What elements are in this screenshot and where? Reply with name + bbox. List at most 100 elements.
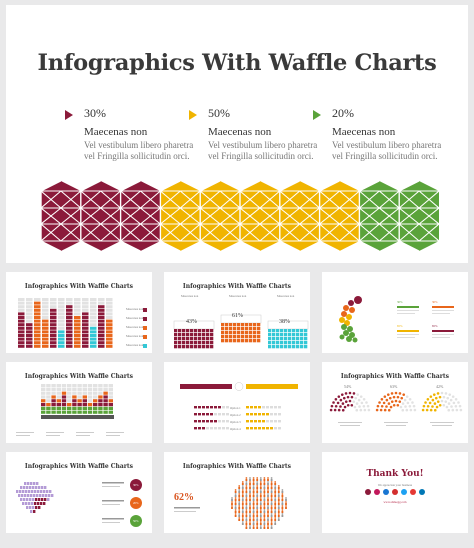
waffle-dot bbox=[450, 405, 453, 408]
waffle-cell bbox=[280, 337, 284, 341]
percent-label: 43% bbox=[186, 319, 197, 325]
dot-cell bbox=[206, 427, 209, 430]
waffle-cell bbox=[174, 333, 178, 337]
waffle-cell bbox=[18, 341, 25, 345]
map-cell bbox=[38, 498, 41, 501]
main-slide-preview[interactable]: Infographics With Waffle Charts 30% Maec… bbox=[6, 5, 468, 263]
person-body bbox=[234, 499, 237, 501]
waffle-cell bbox=[41, 391, 46, 395]
waffle-dot bbox=[348, 399, 352, 403]
waffle-cell bbox=[42, 341, 49, 345]
waffle-cell bbox=[67, 387, 72, 391]
percent-label: 30% bbox=[133, 483, 139, 487]
waffle-cell bbox=[82, 298, 89, 301]
waffle-cell bbox=[66, 319, 73, 323]
waffle-cell bbox=[186, 341, 190, 345]
person-head bbox=[277, 517, 280, 519]
thumbnail-slide-5[interactable]: Option 1 Option 2 Option 3 Option 4 bbox=[164, 362, 310, 443]
person-body bbox=[256, 491, 259, 493]
waffle-dot bbox=[355, 408, 359, 412]
person-body bbox=[263, 515, 266, 517]
text-line bbox=[102, 518, 124, 520]
dot-cell bbox=[246, 420, 249, 423]
dot-cell bbox=[214, 406, 217, 409]
waffle-cell bbox=[77, 410, 82, 414]
waffle-cell bbox=[190, 345, 194, 349]
thumbnail-slide-6[interactable]: Infographics With Waffle Charts 54% 63% … bbox=[322, 362, 468, 443]
person-head bbox=[234, 505, 237, 507]
waffle-cell bbox=[210, 341, 214, 345]
waffle-cell bbox=[58, 305, 65, 309]
person-head bbox=[245, 509, 248, 511]
waffle-cell bbox=[210, 337, 214, 341]
waffle-cell bbox=[67, 403, 72, 407]
dot-cell bbox=[262, 406, 265, 409]
waffle-cell bbox=[178, 345, 182, 349]
waffle-dot bbox=[447, 402, 451, 405]
waffle-cell bbox=[42, 308, 49, 312]
map-cell bbox=[26, 486, 29, 489]
waffle-cell bbox=[98, 334, 105, 337]
waffle-cell bbox=[42, 301, 49, 305]
waffle-cell bbox=[56, 387, 61, 391]
waffle-cell bbox=[18, 298, 25, 301]
waffle-cell bbox=[225, 339, 229, 343]
waffle-dot bbox=[447, 408, 451, 412]
waffle-cell bbox=[186, 345, 190, 349]
person-body bbox=[281, 499, 284, 501]
waffle-cell bbox=[18, 344, 25, 348]
waffle-cell bbox=[249, 323, 253, 327]
thumbnail-slide-8[interactable]: Infographics With Waffle Charts 62% bbox=[164, 452, 310, 533]
person-body bbox=[263, 491, 266, 493]
waffle-cell bbox=[233, 323, 237, 327]
grid-line bbox=[279, 240, 300, 251]
waffle-cell bbox=[202, 345, 206, 349]
grid-line bbox=[199, 223, 221, 242]
waffle-dot bbox=[444, 392, 448, 395]
waffle-cell bbox=[300, 341, 304, 345]
waffle-cell bbox=[34, 334, 41, 337]
person-head bbox=[267, 501, 269, 503]
grid-line bbox=[80, 190, 102, 209]
waffle-cell bbox=[82, 316, 89, 319]
website-link[interactable]: www.slideegg.com bbox=[383, 500, 407, 504]
waffle-cell bbox=[241, 339, 245, 343]
waffle-cell bbox=[51, 384, 56, 388]
text-line bbox=[174, 507, 200, 509]
waffle-cell bbox=[74, 319, 81, 323]
thumbnail-slide-9[interactable]: Thank You! We appreciate your business w… bbox=[322, 452, 468, 533]
waffle-cell bbox=[229, 335, 233, 339]
waffle-cell bbox=[276, 341, 280, 345]
person-head bbox=[245, 481, 248, 483]
text-line bbox=[106, 432, 124, 433]
waffle-cell bbox=[288, 337, 292, 341]
waffle-cell bbox=[56, 399, 61, 403]
person-body bbox=[259, 519, 262, 521]
thumbnail-slide-7[interactable]: Infographics With Waffle Charts 30% 20% … bbox=[6, 452, 152, 533]
waffle-cell bbox=[221, 339, 225, 343]
thumbnail-slide-1[interactable]: Infographics With Waffle Charts Maecenas… bbox=[6, 272, 152, 353]
waffle-cell bbox=[66, 316, 73, 319]
waffle-cell bbox=[50, 312, 57, 316]
text-line bbox=[46, 432, 64, 433]
person-head bbox=[252, 477, 255, 479]
thumbnail-slide-2[interactable]: Infographics With Waffle Charts Maecenas… bbox=[164, 272, 310, 353]
person-head bbox=[256, 525, 259, 527]
waffle-cell bbox=[42, 298, 49, 301]
person-head bbox=[263, 509, 266, 511]
waffle-cell bbox=[82, 395, 87, 399]
dot-cell bbox=[278, 420, 281, 423]
waffle-cell bbox=[106, 323, 113, 327]
thumbnail-slide-3[interactable]: 30% 30% 65% 65% bbox=[322, 272, 468, 353]
waffle-cell bbox=[67, 395, 72, 399]
waffle-cell bbox=[98, 341, 105, 345]
percent-label: 65% bbox=[397, 324, 403, 328]
person-body bbox=[252, 491, 255, 493]
waffle-cell bbox=[58, 330, 65, 334]
dot-cell bbox=[274, 427, 277, 430]
grid-line bbox=[279, 181, 300, 192]
thumb-title: Infographics With Waffle Charts bbox=[24, 463, 134, 470]
person-head bbox=[263, 501, 266, 503]
thumbnail-slide-4[interactable]: Infographics With Waffle Charts bbox=[6, 362, 152, 443]
column-heading: Maecenas non bbox=[229, 294, 247, 298]
